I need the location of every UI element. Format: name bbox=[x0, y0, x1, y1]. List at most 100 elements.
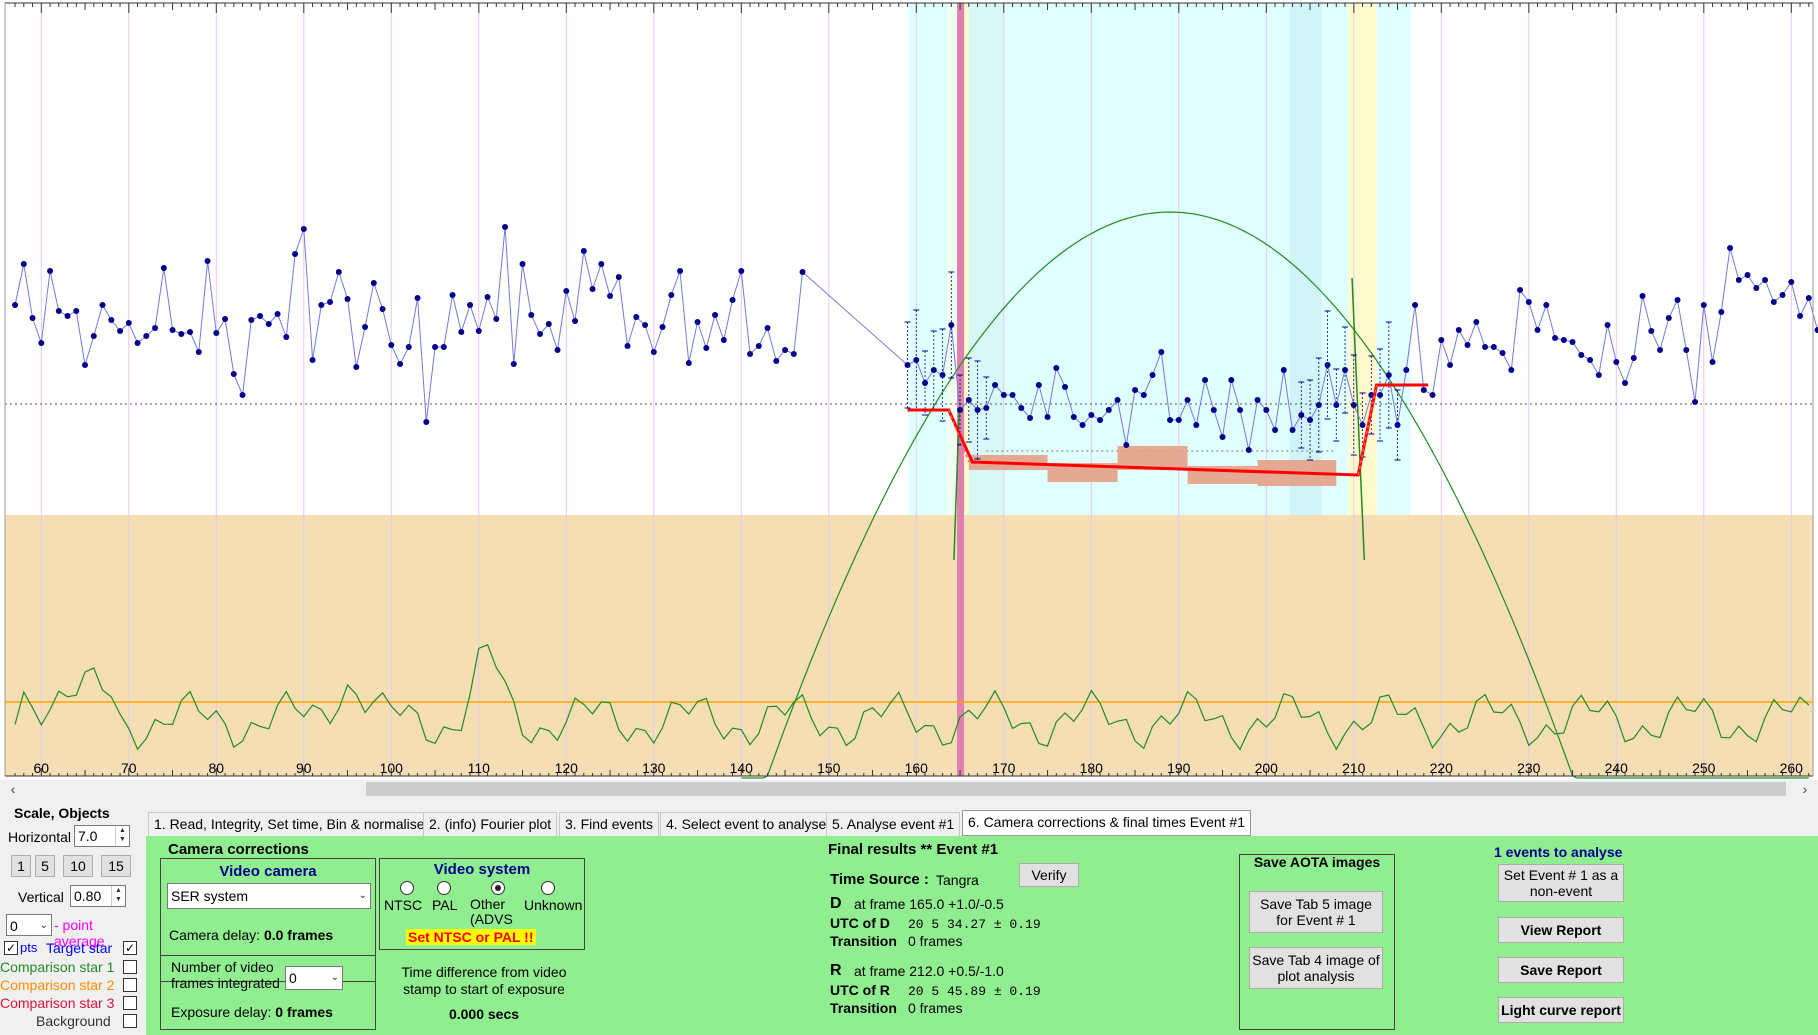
target-star-point bbox=[20, 261, 27, 267]
horizontal-scale-input[interactable]: 7.0 ▲ ▼ bbox=[74, 825, 130, 847]
comparison-star-3-checkbox[interactable] bbox=[123, 996, 137, 1010]
target-star-point bbox=[1079, 422, 1086, 428]
target-star-point bbox=[598, 261, 605, 267]
model-fit-curve bbox=[741, 211, 1809, 779]
x-tick-label: 240 bbox=[1605, 760, 1629, 776]
target-star-point bbox=[248, 317, 255, 323]
target-star-point bbox=[1779, 292, 1786, 298]
target-star-point bbox=[1237, 407, 1244, 413]
target-star-point bbox=[1700, 302, 1707, 308]
target-star-point bbox=[1307, 417, 1314, 423]
pal-radio[interactable] bbox=[437, 881, 451, 895]
light-curve-plot[interactable]: 60 70 80 90 100 110 120 130 140 150 160 170 180 190 20… bbox=[0, 0, 1818, 780]
frames-integrated-select[interactable]: 0 ⌄ bbox=[285, 966, 343, 990]
tab-select-event[interactable]: 4. Select event to analyse bbox=[660, 812, 833, 836]
target-star-point bbox=[195, 349, 202, 355]
light-curve-report-button[interactable]: Light curve report bbox=[1498, 997, 1624, 1023]
target-star-point bbox=[615, 274, 622, 280]
camera-select-value: SER system bbox=[171, 888, 249, 904]
horizontal-scrollbar[interactable]: ‹ › bbox=[0, 780, 1818, 798]
target-star-point bbox=[1622, 380, 1629, 386]
comparison-star-1-checkbox[interactable] bbox=[123, 960, 137, 974]
r-edge-band bbox=[1289, 3, 1322, 515]
target-star-point bbox=[1657, 347, 1664, 353]
target-star-point bbox=[178, 331, 185, 337]
time-difference-value: 0.000 secs bbox=[448, 1006, 520, 1022]
target-star-point bbox=[12, 302, 19, 308]
r-frame: at frame 212.0 +0.5/-1.0 bbox=[854, 963, 1004, 979]
target-star-point bbox=[309, 357, 316, 363]
spin-updown-icon[interactable]: ▲ ▼ bbox=[111, 886, 125, 906]
target-star-point bbox=[405, 344, 412, 350]
target-star-point bbox=[1429, 392, 1436, 398]
background-checkbox[interactable] bbox=[123, 1014, 137, 1028]
target-star-point bbox=[729, 297, 736, 303]
utc-of-d-value: 20 5 34.27 ± 0.19 bbox=[908, 917, 1041, 932]
verify-button[interactable]: Verify bbox=[1019, 863, 1079, 887]
target-star-point bbox=[922, 380, 929, 386]
tab-analyse-event[interactable]: 5. Analyse event #1 bbox=[826, 812, 961, 836]
point-average-select[interactable]: 0 ⌄ bbox=[6, 914, 52, 936]
target-star-point bbox=[29, 315, 36, 321]
target-star-point bbox=[1674, 297, 1681, 303]
scale-button-10[interactable]: 10 bbox=[63, 855, 93, 877]
target-star-point bbox=[659, 324, 666, 330]
target-star-point bbox=[1744, 272, 1751, 278]
pts-checkbox[interactable]: ✓ bbox=[4, 941, 18, 955]
target-star-point bbox=[904, 362, 911, 368]
target-star-point bbox=[1587, 357, 1594, 363]
scale-button-15[interactable]: 15 bbox=[101, 855, 131, 877]
target-star-point bbox=[125, 320, 132, 326]
exposure-delay: Exposure delay: 0 frames bbox=[171, 1004, 333, 1020]
other-advs-radio[interactable] bbox=[491, 881, 505, 895]
scale-button-1[interactable]: 1 bbox=[11, 855, 31, 877]
target-star-point bbox=[1709, 359, 1716, 365]
target-star-point bbox=[458, 329, 465, 335]
target-star-point bbox=[948, 322, 955, 328]
scroll-right-icon[interactable]: › bbox=[1802, 781, 1808, 797]
tab-read-integrity[interactable]: 1. Read, Integrity, Set time, Bin & norm… bbox=[148, 812, 431, 836]
target-star-point bbox=[1394, 422, 1401, 428]
target-star-point bbox=[1105, 407, 1112, 413]
camera-select[interactable]: SER system ⌄ bbox=[167, 883, 371, 909]
scale-objects-title: Scale, Objects bbox=[14, 805, 110, 821]
set-non-event-button[interactable]: Set Event # 1 as a non-event bbox=[1498, 864, 1624, 902]
target-star-point bbox=[1359, 422, 1366, 428]
unknown-radio[interactable] bbox=[541, 881, 555, 895]
x-tick-label: 220 bbox=[1430, 760, 1454, 776]
transition-r-label: Transition bbox=[830, 1000, 897, 1016]
scale-button-5[interactable]: 5 bbox=[35, 855, 55, 877]
vertical-scale-input[interactable]: 0.80 ▲ ▼ bbox=[70, 885, 126, 907]
target-star-point bbox=[414, 295, 421, 301]
target-star-point bbox=[1140, 392, 1147, 398]
scroll-left-icon[interactable]: ‹ bbox=[10, 781, 16, 797]
target-star-point bbox=[712, 312, 719, 318]
save-tab4-image-button[interactable]: Save Tab 4 image of plot analysis bbox=[1249, 947, 1383, 989]
target-star-checkbox[interactable]: ✓ bbox=[123, 941, 137, 955]
target-star-point bbox=[1228, 377, 1235, 383]
target-star-point bbox=[677, 268, 684, 274]
save-report-button[interactable]: Save Report bbox=[1498, 957, 1624, 983]
target-star-point bbox=[134, 340, 141, 346]
save-tab5-image-button[interactable]: Save Tab 5 image for Event # 1 bbox=[1249, 891, 1383, 933]
target-star-point bbox=[1333, 402, 1340, 408]
view-report-button[interactable]: View Report bbox=[1498, 917, 1624, 943]
target-star-point bbox=[992, 382, 999, 388]
spin-updown-icon[interactable]: ▲ ▼ bbox=[115, 826, 129, 846]
tab-fourier-plot[interactable]: 2. (info) Fourier plot bbox=[423, 812, 558, 836]
target-star-point bbox=[1630, 355, 1637, 361]
tab-camera-corrections[interactable]: 6. Camera corrections & final times Even… bbox=[962, 810, 1252, 836]
scroll-thumb[interactable] bbox=[366, 782, 1786, 796]
target-star-point bbox=[300, 226, 307, 232]
tab-find-events[interactable]: 3. Find events bbox=[559, 812, 659, 836]
comparison-star-2-checkbox[interactable] bbox=[123, 978, 137, 992]
target-star-point bbox=[1482, 344, 1489, 350]
comparison-star-1-label: Comparison star 1 bbox=[0, 959, 115, 975]
pts-label: pts bbox=[20, 940, 38, 955]
target-star-point bbox=[633, 314, 640, 320]
target-star-point bbox=[1648, 328, 1655, 334]
ntsc-radio[interactable] bbox=[400, 881, 414, 895]
target-star-point bbox=[1149, 372, 1156, 378]
vertical-scale-value: 0.80 bbox=[74, 888, 102, 904]
x-tick-label: 180 bbox=[1080, 760, 1104, 776]
